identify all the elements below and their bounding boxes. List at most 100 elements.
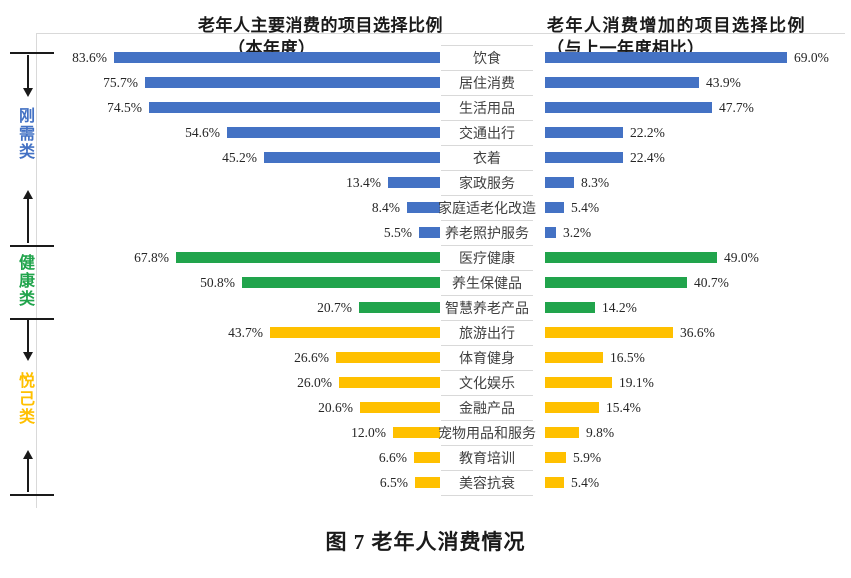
main-consumption-bar [415,477,440,488]
category-row-divider [441,445,533,446]
main-consumption-bar [388,177,440,188]
right-chart-title-line1: 老年人消费增加的项目选择比例 [547,16,806,35]
main-consumption-value: 8.4% [371,200,400,215]
figure-caption: 图 7 老年人消费情况 [325,530,526,554]
increase-consumption-bar [545,252,717,263]
category-row-divider [441,395,533,396]
main-consumption-bar [359,302,440,313]
increase-consumption-value: 36.6% [680,325,715,340]
increase-consumption-value: 16.5% [610,350,645,365]
increase-consumption-value: 40.7% [694,275,729,290]
main-consumption-bar [270,327,440,338]
group-arrow-shaft [27,459,29,492]
increase-consumption-value: 69.0% [794,50,829,65]
increase-consumption-value: 5.4% [571,475,600,490]
left-chart-title-line1: 老年人主要消费的项目选择比例 [198,16,443,35]
main-consumption-value: 6.5% [379,475,408,490]
group-label: 刚 需 类 [18,108,35,161]
group-label: 健 康 类 [18,255,35,308]
increase-consumption-value: 47.7% [719,100,754,115]
main-consumption-bar [227,127,440,138]
category-label: 体育健身 [459,351,515,367]
main-consumption-bar [339,377,440,388]
main-consumption-bar [360,402,440,413]
main-consumption-value: 13.4% [346,175,381,190]
group-tick-line [10,494,54,496]
category-row-divider [441,170,533,171]
category-label: 饮食 [473,51,501,67]
arrow-down-icon [23,88,33,97]
category-row-divider [441,270,533,271]
increase-consumption-bar [545,127,623,138]
increase-consumption-value: 9.8% [586,425,615,440]
main-consumption-bar [264,152,440,163]
category-label: 养生保健品 [452,276,522,292]
increase-consumption-value: 22.2% [630,125,665,140]
group-tick-line [10,52,54,54]
category-row-divider [441,495,533,496]
increase-consumption-bar [545,77,699,88]
increase-consumption-value: 5.9% [573,450,602,465]
increase-consumption-bar [545,152,623,163]
category-label: 交通出行 [459,126,515,142]
main-consumption-bar [414,452,440,463]
increase-consumption-bar [545,177,574,188]
category-row-divider [441,245,533,246]
increase-consumption-bar [545,402,599,413]
group-arrow-shaft [27,55,29,88]
main-consumption-bar [336,352,440,363]
increase-consumption-bar [545,377,612,388]
increase-consumption-bar [545,102,712,113]
main-consumption-value: 54.6% [185,125,220,140]
category-label: 金融产品 [459,401,515,417]
main-consumption-value: 75.7% [103,75,138,90]
main-consumption-bar [145,77,440,88]
increase-consumption-value: 14.2% [602,300,637,315]
category-label: 智慧养老产品 [445,301,529,317]
category-row-divider [441,345,533,346]
main-consumption-value: 43.7% [228,325,263,340]
increase-consumption-bar [545,352,603,363]
category-label: 生活用品 [459,101,515,117]
category-label: 养老照护服务 [445,226,529,242]
main-consumption-value: 6.6% [378,450,407,465]
increase-consumption-value: 43.9% [706,75,741,90]
main-consumption-bar [393,427,440,438]
group-label: 悦 己 类 [18,373,35,426]
category-label: 旅游出行 [459,326,515,342]
category-label: 家庭适老化改造 [438,201,536,217]
increase-consumption-bar [545,302,595,313]
increase-consumption-bar [545,427,579,438]
category-label: 美容抗衰 [459,476,515,492]
main-consumption-value: 12.0% [351,425,386,440]
category-row-divider [441,195,533,196]
increase-consumption-bar [545,52,787,63]
group-arrow-shaft [27,320,29,352]
category-row-divider [441,370,533,371]
group-tick-line [10,245,54,247]
category-label: 衣着 [473,151,501,167]
category-row-divider [441,145,533,146]
increase-consumption-value: 15.4% [606,400,641,415]
category-row-divider [441,470,533,471]
increase-consumption-bar [545,227,556,238]
category-label: 宠物用品和服务 [438,426,536,442]
main-consumption-value: 45.2% [222,150,257,165]
arrow-down-icon [23,352,33,361]
increase-consumption-bar [545,277,687,288]
increase-consumption-value: 19.1% [619,375,654,390]
main-consumption-value: 83.6% [72,50,107,65]
main-consumption-value: 67.8% [134,250,169,265]
main-consumption-value: 5.5% [383,225,412,240]
main-consumption-bar [176,252,440,263]
increase-consumption-value: 5.4% [571,200,600,215]
frame-left-line [36,33,37,508]
main-consumption-value: 26.6% [294,350,329,365]
category-row-divider [441,45,533,46]
category-row-divider [441,120,533,121]
main-consumption-bar [407,202,440,213]
category-label: 教育培训 [459,451,515,467]
main-consumption-bar [242,277,440,288]
category-label: 文化娱乐 [459,376,515,392]
